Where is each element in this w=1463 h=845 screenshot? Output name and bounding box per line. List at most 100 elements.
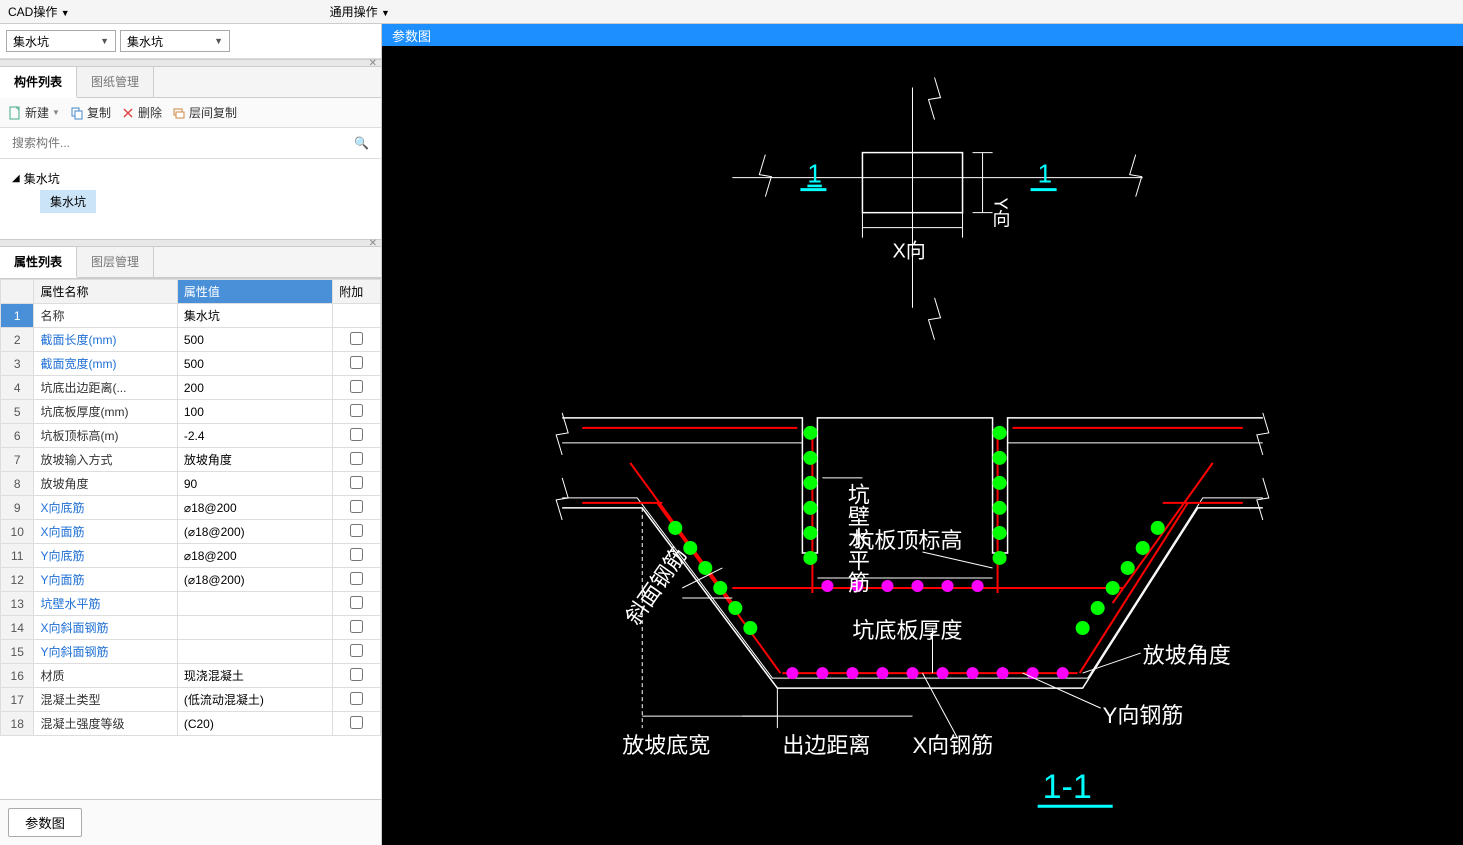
prop-value-cell[interactable]: 200: [177, 376, 332, 400]
tab-component-list[interactable]: 构件列表: [0, 67, 77, 98]
prop-extra-cell[interactable]: [333, 352, 381, 376]
tree-parent-node[interactable]: ◢ 集水坑: [12, 167, 369, 190]
prop-extra-cell[interactable]: [333, 496, 381, 520]
prop-value-cell[interactable]: (⌀18@200): [177, 520, 332, 544]
prop-value-cell[interactable]: [177, 616, 332, 640]
new-button[interactable]: 新建 ▼: [8, 104, 60, 121]
table-row[interactable]: 6坑板顶标高(m)-2.4: [1, 424, 381, 448]
prop-value-cell[interactable]: (C20): [177, 712, 332, 736]
copy-button[interactable]: 复制: [70, 104, 111, 121]
prop-name-cell[interactable]: 坑底板厚度(mm): [34, 400, 177, 424]
prop-extra-cell[interactable]: [333, 568, 381, 592]
extra-checkbox[interactable]: [350, 500, 363, 513]
extra-checkbox[interactable]: [350, 692, 363, 705]
prop-name-cell[interactable]: 名称: [34, 304, 177, 328]
prop-extra-cell[interactable]: [333, 328, 381, 352]
extra-checkbox[interactable]: [350, 380, 363, 393]
table-row[interactable]: 5坑底板厚度(mm)100: [1, 400, 381, 424]
prop-extra-cell[interactable]: [333, 304, 381, 328]
extra-checkbox[interactable]: [350, 404, 363, 417]
prop-name-cell[interactable]: 放坡输入方式: [34, 448, 177, 472]
prop-extra-cell[interactable]: [333, 664, 381, 688]
extra-checkbox[interactable]: [350, 572, 363, 585]
tab-layer-mgmt[interactable]: 图层管理: [77, 247, 154, 277]
prop-name-cell[interactable]: X向斜面钢筋: [34, 616, 177, 640]
prop-extra-cell[interactable]: [333, 712, 381, 736]
table-row[interactable]: 10X向面筋(⌀18@200): [1, 520, 381, 544]
prop-extra-cell[interactable]: [333, 424, 381, 448]
extra-checkbox[interactable]: [350, 356, 363, 369]
extra-checkbox[interactable]: [350, 596, 363, 609]
prop-name-cell[interactable]: 坑底出边距离(...: [34, 376, 177, 400]
close-icon[interactable]: ✕: [369, 238, 377, 249]
extra-checkbox[interactable]: [350, 548, 363, 561]
prop-value-cell[interactable]: (⌀18@200): [177, 568, 332, 592]
prop-value-cell[interactable]: 90: [177, 472, 332, 496]
prop-name-cell[interactable]: 截面长度(mm): [34, 328, 177, 352]
extra-checkbox[interactable]: [350, 476, 363, 489]
delete-button[interactable]: 删除: [121, 104, 162, 121]
prop-name-cell[interactable]: X向面筋: [34, 520, 177, 544]
prop-name-cell[interactable]: Y向面筋: [34, 568, 177, 592]
cad-ops-menu[interactable]: CAD操作 ▼: [8, 3, 70, 20]
search-input[interactable]: [6, 132, 354, 154]
table-row[interactable]: 2截面长度(mm)500: [1, 328, 381, 352]
table-row[interactable]: 7放坡输入方式放坡角度: [1, 448, 381, 472]
prop-value-cell[interactable]: -2.4: [177, 424, 332, 448]
extra-checkbox[interactable]: [350, 668, 363, 681]
prop-name-cell[interactable]: 混凝土强度等级: [34, 712, 177, 736]
prop-name-cell[interactable]: X向底筋: [34, 496, 177, 520]
close-icon[interactable]: ✕: [369, 58, 377, 69]
prop-extra-cell[interactable]: [333, 592, 381, 616]
extra-checkbox[interactable]: [350, 620, 363, 633]
prop-value-cell[interactable]: ⌀18@200: [177, 496, 332, 520]
prop-extra-cell[interactable]: [333, 472, 381, 496]
prop-name-cell[interactable]: 混凝土类型: [34, 688, 177, 712]
prop-value-cell[interactable]: 100: [177, 400, 332, 424]
table-row[interactable]: 1名称集水坑: [1, 304, 381, 328]
extra-checkbox[interactable]: [350, 716, 363, 729]
category-dropdown-1[interactable]: 集水坑▼: [6, 30, 116, 52]
prop-name-cell[interactable]: Y向底筋: [34, 544, 177, 568]
prop-value-cell[interactable]: 现浇混凝土: [177, 664, 332, 688]
collapse-icon[interactable]: ◢: [12, 173, 20, 184]
table-row[interactable]: 8放坡角度90: [1, 472, 381, 496]
prop-value-cell[interactable]: ⌀18@200: [177, 544, 332, 568]
prop-value-cell[interactable]: 500: [177, 328, 332, 352]
prop-extra-cell[interactable]: [333, 376, 381, 400]
diagram-canvas[interactable]: X向 Y向 1 1: [382, 46, 1463, 845]
tab-property-list[interactable]: 属性列表: [0, 247, 77, 278]
prop-extra-cell[interactable]: [333, 520, 381, 544]
prop-name-cell[interactable]: 坑壁水平筋: [34, 592, 177, 616]
table-row[interactable]: 9X向底筋⌀18@200: [1, 496, 381, 520]
table-row[interactable]: 11Y向底筋⌀18@200: [1, 544, 381, 568]
table-row[interactable]: 13坑壁水平筋: [1, 592, 381, 616]
table-row[interactable]: 16材质现浇混凝土: [1, 664, 381, 688]
table-row[interactable]: 14X向斜面钢筋: [1, 616, 381, 640]
prop-value-cell[interactable]: [177, 592, 332, 616]
table-row[interactable]: 17混凝土类型(低流动混凝土): [1, 688, 381, 712]
table-row[interactable]: 18混凝土强度等级(C20): [1, 712, 381, 736]
prop-name-cell[interactable]: 材质: [34, 664, 177, 688]
prop-extra-cell[interactable]: [333, 544, 381, 568]
extra-checkbox[interactable]: [350, 644, 363, 657]
prop-value-cell[interactable]: 500: [177, 352, 332, 376]
prop-extra-cell[interactable]: [333, 448, 381, 472]
prop-value-cell[interactable]: 放坡角度: [177, 448, 332, 472]
table-row[interactable]: 3截面宽度(mm)500: [1, 352, 381, 376]
category-dropdown-2[interactable]: 集水坑▼: [120, 30, 230, 52]
extra-checkbox[interactable]: [350, 452, 363, 465]
extra-checkbox[interactable]: [350, 524, 363, 537]
table-row[interactable]: 4坑底出边距离(...200: [1, 376, 381, 400]
table-row[interactable]: 15Y向斜面钢筋: [1, 640, 381, 664]
tree-child-node[interactable]: 集水坑: [40, 190, 96, 213]
common-ops-menu[interactable]: 通用操作 ▼: [330, 3, 390, 20]
extra-checkbox[interactable]: [350, 428, 363, 441]
prop-extra-cell[interactable]: [333, 640, 381, 664]
prop-extra-cell[interactable]: [333, 400, 381, 424]
prop-value-cell[interactable]: [177, 640, 332, 664]
extra-checkbox[interactable]: [350, 332, 363, 345]
search-icon[interactable]: 🔍: [354, 136, 375, 150]
layer-copy-button[interactable]: 层间复制: [172, 104, 237, 121]
prop-value-cell[interactable]: 集水坑: [177, 304, 332, 328]
